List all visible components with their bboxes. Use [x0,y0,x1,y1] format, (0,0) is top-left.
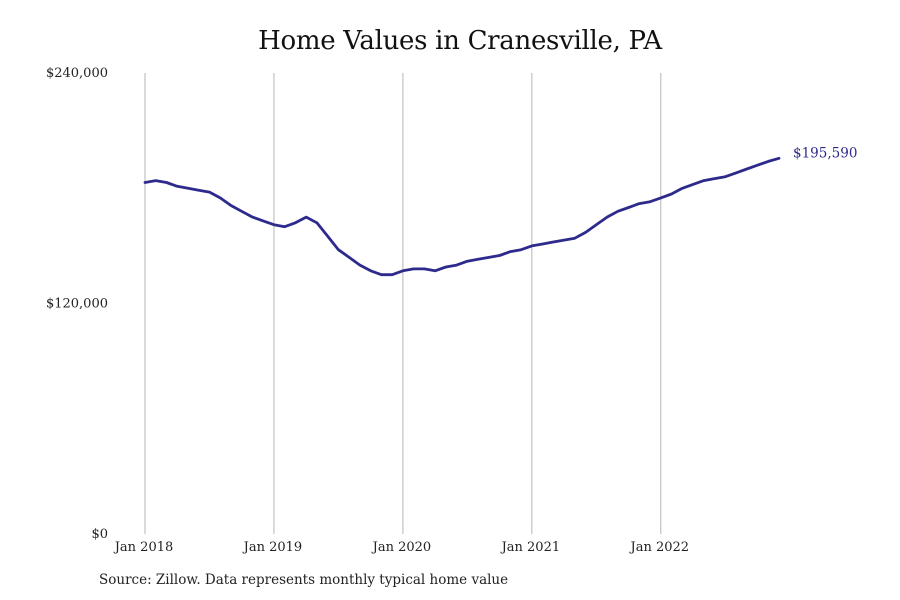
chart-title: Home Values in Cranesville, PA [258,26,662,56]
x-tick-label: Jan 2018 [113,540,174,555]
source-note: Source: Zillow. Data represents monthly … [99,572,509,588]
x-tick-label: Jan 2021 [500,540,561,555]
x-tick-label: Jan 2019 [242,540,303,555]
x-tick-label: Jan 2020 [371,540,432,555]
series-line-0 [143,156,781,277]
end-label-layer: $195,590 [793,145,857,161]
y-axis-ticks: $0 $120,000 $240,000 [46,66,108,542]
series-layer [143,156,781,277]
x-tick-label: Jan 2022 [629,540,690,555]
x-axis-ticks: Jan 2018 Jan 2019 Jan 2020 Jan 2021 Jan 2022 [113,540,689,555]
y-tick-label: $240,000 [46,66,108,81]
y-tick-label: $0 [91,527,108,542]
gridlines [144,73,662,534]
end-value-label: $195,590 [793,145,857,161]
y-tick-label: $120,000 [46,297,108,312]
